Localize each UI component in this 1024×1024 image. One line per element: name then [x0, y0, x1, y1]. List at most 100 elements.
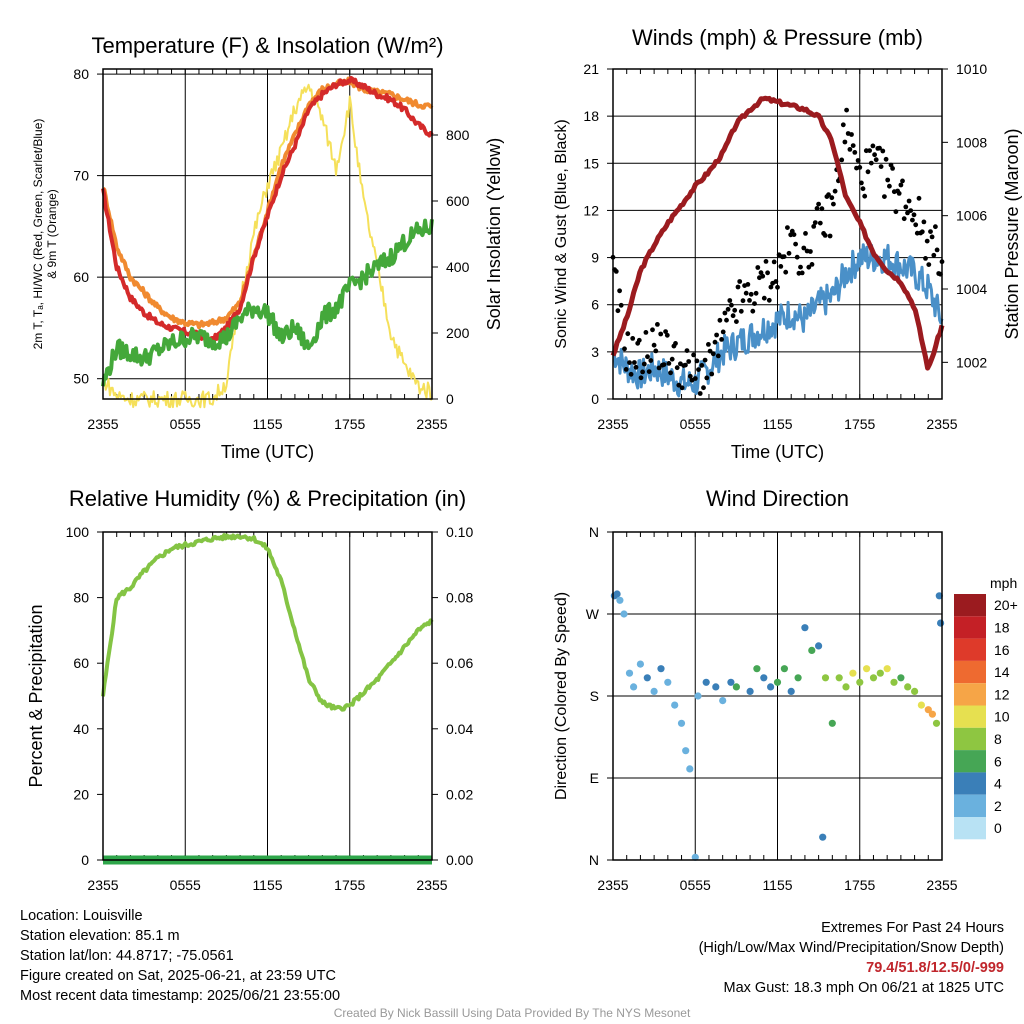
- dir-point: [773, 678, 782, 686]
- wind-gust-point: [640, 369, 645, 375]
- dir-plot-frame: [612, 531, 943, 861]
- extremes-info: Extremes For Past 24 Hours (High/Low/Max…: [699, 918, 1004, 998]
- dir-point: [732, 683, 741, 691]
- legend-swatch: [954, 750, 986, 773]
- wind-gust-point: [755, 265, 761, 270]
- dir-point: [677, 719, 686, 727]
- wind-gust-point: [735, 284, 741, 290]
- wind-gust-point: [926, 262, 932, 267]
- dir-point: [712, 683, 720, 691]
- wind-ytick-label: 18: [583, 108, 599, 124]
- wind-gust-point: [929, 234, 935, 240]
- wind-gust-point: [849, 132, 854, 137]
- wind-gust-point: [684, 348, 690, 353]
- wind-gust-point: [839, 157, 845, 163]
- wind-gust-point: [730, 313, 736, 319]
- legend-swatch: [954, 660, 986, 684]
- wind-gust-point: [808, 249, 813, 254]
- legend-label: 4: [994, 776, 1002, 792]
- wind-gust-point: [653, 348, 659, 354]
- dir-point: [719, 697, 727, 705]
- dir-point: [911, 687, 919, 696]
- wind-gust-point: [900, 178, 905, 184]
- legend-label: 16: [994, 642, 1010, 658]
- wind-gust-point: [781, 254, 787, 259]
- wind-gust-point: [750, 308, 756, 314]
- dir-point: [890, 678, 898, 686]
- wind-gust-point: [832, 188, 838, 194]
- wind-gust-point: [906, 198, 912, 204]
- dir-ytick-label: W: [586, 606, 600, 622]
- wind-gust-point: [763, 259, 769, 264]
- station-info: Location: Louisville Station elevation: …: [20, 906, 340, 1006]
- wind-gust-point: [801, 245, 807, 251]
- wind-gust-point: [901, 216, 907, 222]
- wind-gust-point: [829, 195, 835, 201]
- dir-point: [815, 642, 823, 650]
- wind-gust-point: [859, 180, 864, 186]
- wind-gust-point: [793, 241, 798, 247]
- wind-gust-point: [931, 252, 937, 258]
- wind-xtick-label: 2355: [597, 416, 628, 432]
- rh-ytick-label: 20: [73, 786, 89, 802]
- dir-xtick-label: 2355: [597, 877, 628, 893]
- rh-xtick-label: 1755: [334, 877, 365, 893]
- wind-gust-point: [724, 317, 729, 323]
- rh-plot-frame: [102, 531, 433, 861]
- wind-gust-point: [651, 342, 657, 348]
- wind-gust-point: [676, 382, 682, 388]
- wind-gust-point: [737, 279, 743, 284]
- wind-gust-point: [717, 317, 723, 323]
- dir-point: [856, 678, 864, 686]
- temp-ytick-label: 50: [73, 371, 89, 387]
- wind-y2tick-label: 1008: [956, 134, 987, 150]
- wind-gust-point: [885, 177, 891, 183]
- legend-label: 0: [994, 820, 1002, 836]
- wind-gust-point: [766, 297, 772, 303]
- wind-gust-point: [752, 301, 757, 306]
- dir-xtick-label: 1155: [762, 877, 792, 893]
- wind-gust-point: [646, 369, 652, 374]
- wind-gust-point: [745, 282, 751, 287]
- wind-gust-point: [617, 288, 622, 294]
- wind-gust-point: [748, 291, 754, 297]
- dir-point: [620, 610, 628, 618]
- wind-gust-point: [798, 264, 803, 270]
- dir-point: [801, 624, 809, 632]
- dir-point: [904, 683, 912, 691]
- temp-y2tick-label: 600: [446, 193, 470, 209]
- rh-y-axis-label: Percent & Precipitation: [26, 604, 46, 787]
- dir-point: [937, 619, 945, 627]
- temp-y2tick-label: 0: [446, 391, 454, 407]
- dir-point: [671, 701, 679, 709]
- dir-ytick-label: N: [589, 852, 599, 868]
- wind-gust-point: [819, 206, 825, 212]
- dir-point: [876, 669, 884, 677]
- wind-gust-point: [760, 273, 766, 279]
- wind-gust-point: [720, 329, 726, 335]
- temp-y2tick-label: 800: [446, 127, 470, 143]
- wind-gust-point: [740, 298, 746, 304]
- wind-gust-point: [710, 351, 716, 357]
- wind-gust-point: [727, 298, 733, 303]
- dir-point: [819, 833, 827, 841]
- wind-pressure-line: [610, 95, 945, 371]
- wind-gust-point: [870, 143, 876, 149]
- legend-label: 10: [994, 709, 1010, 725]
- wind-gust-point: [923, 256, 928, 261]
- dir-point: [835, 674, 843, 682]
- dir-point: [682, 747, 690, 755]
- wind-y-axis-label: Sonic Wind & Gust (Blue, Black): [553, 119, 570, 348]
- wind-gust-point: [910, 217, 915, 223]
- dir-xtick-label: 2355: [926, 877, 957, 893]
- dir-point: [753, 665, 761, 673]
- temp-y-axis-label: & 9m T (Orange): [45, 189, 59, 279]
- dir-point: [686, 765, 694, 773]
- temp-dewpoint-line: [101, 218, 434, 387]
- wind-gust-point: [831, 201, 836, 207]
- wind-gust-point: [822, 233, 828, 238]
- wind-gust-point: [686, 359, 692, 364]
- wind-gust-point: [679, 385, 685, 391]
- wind-gust-point: [650, 327, 655, 333]
